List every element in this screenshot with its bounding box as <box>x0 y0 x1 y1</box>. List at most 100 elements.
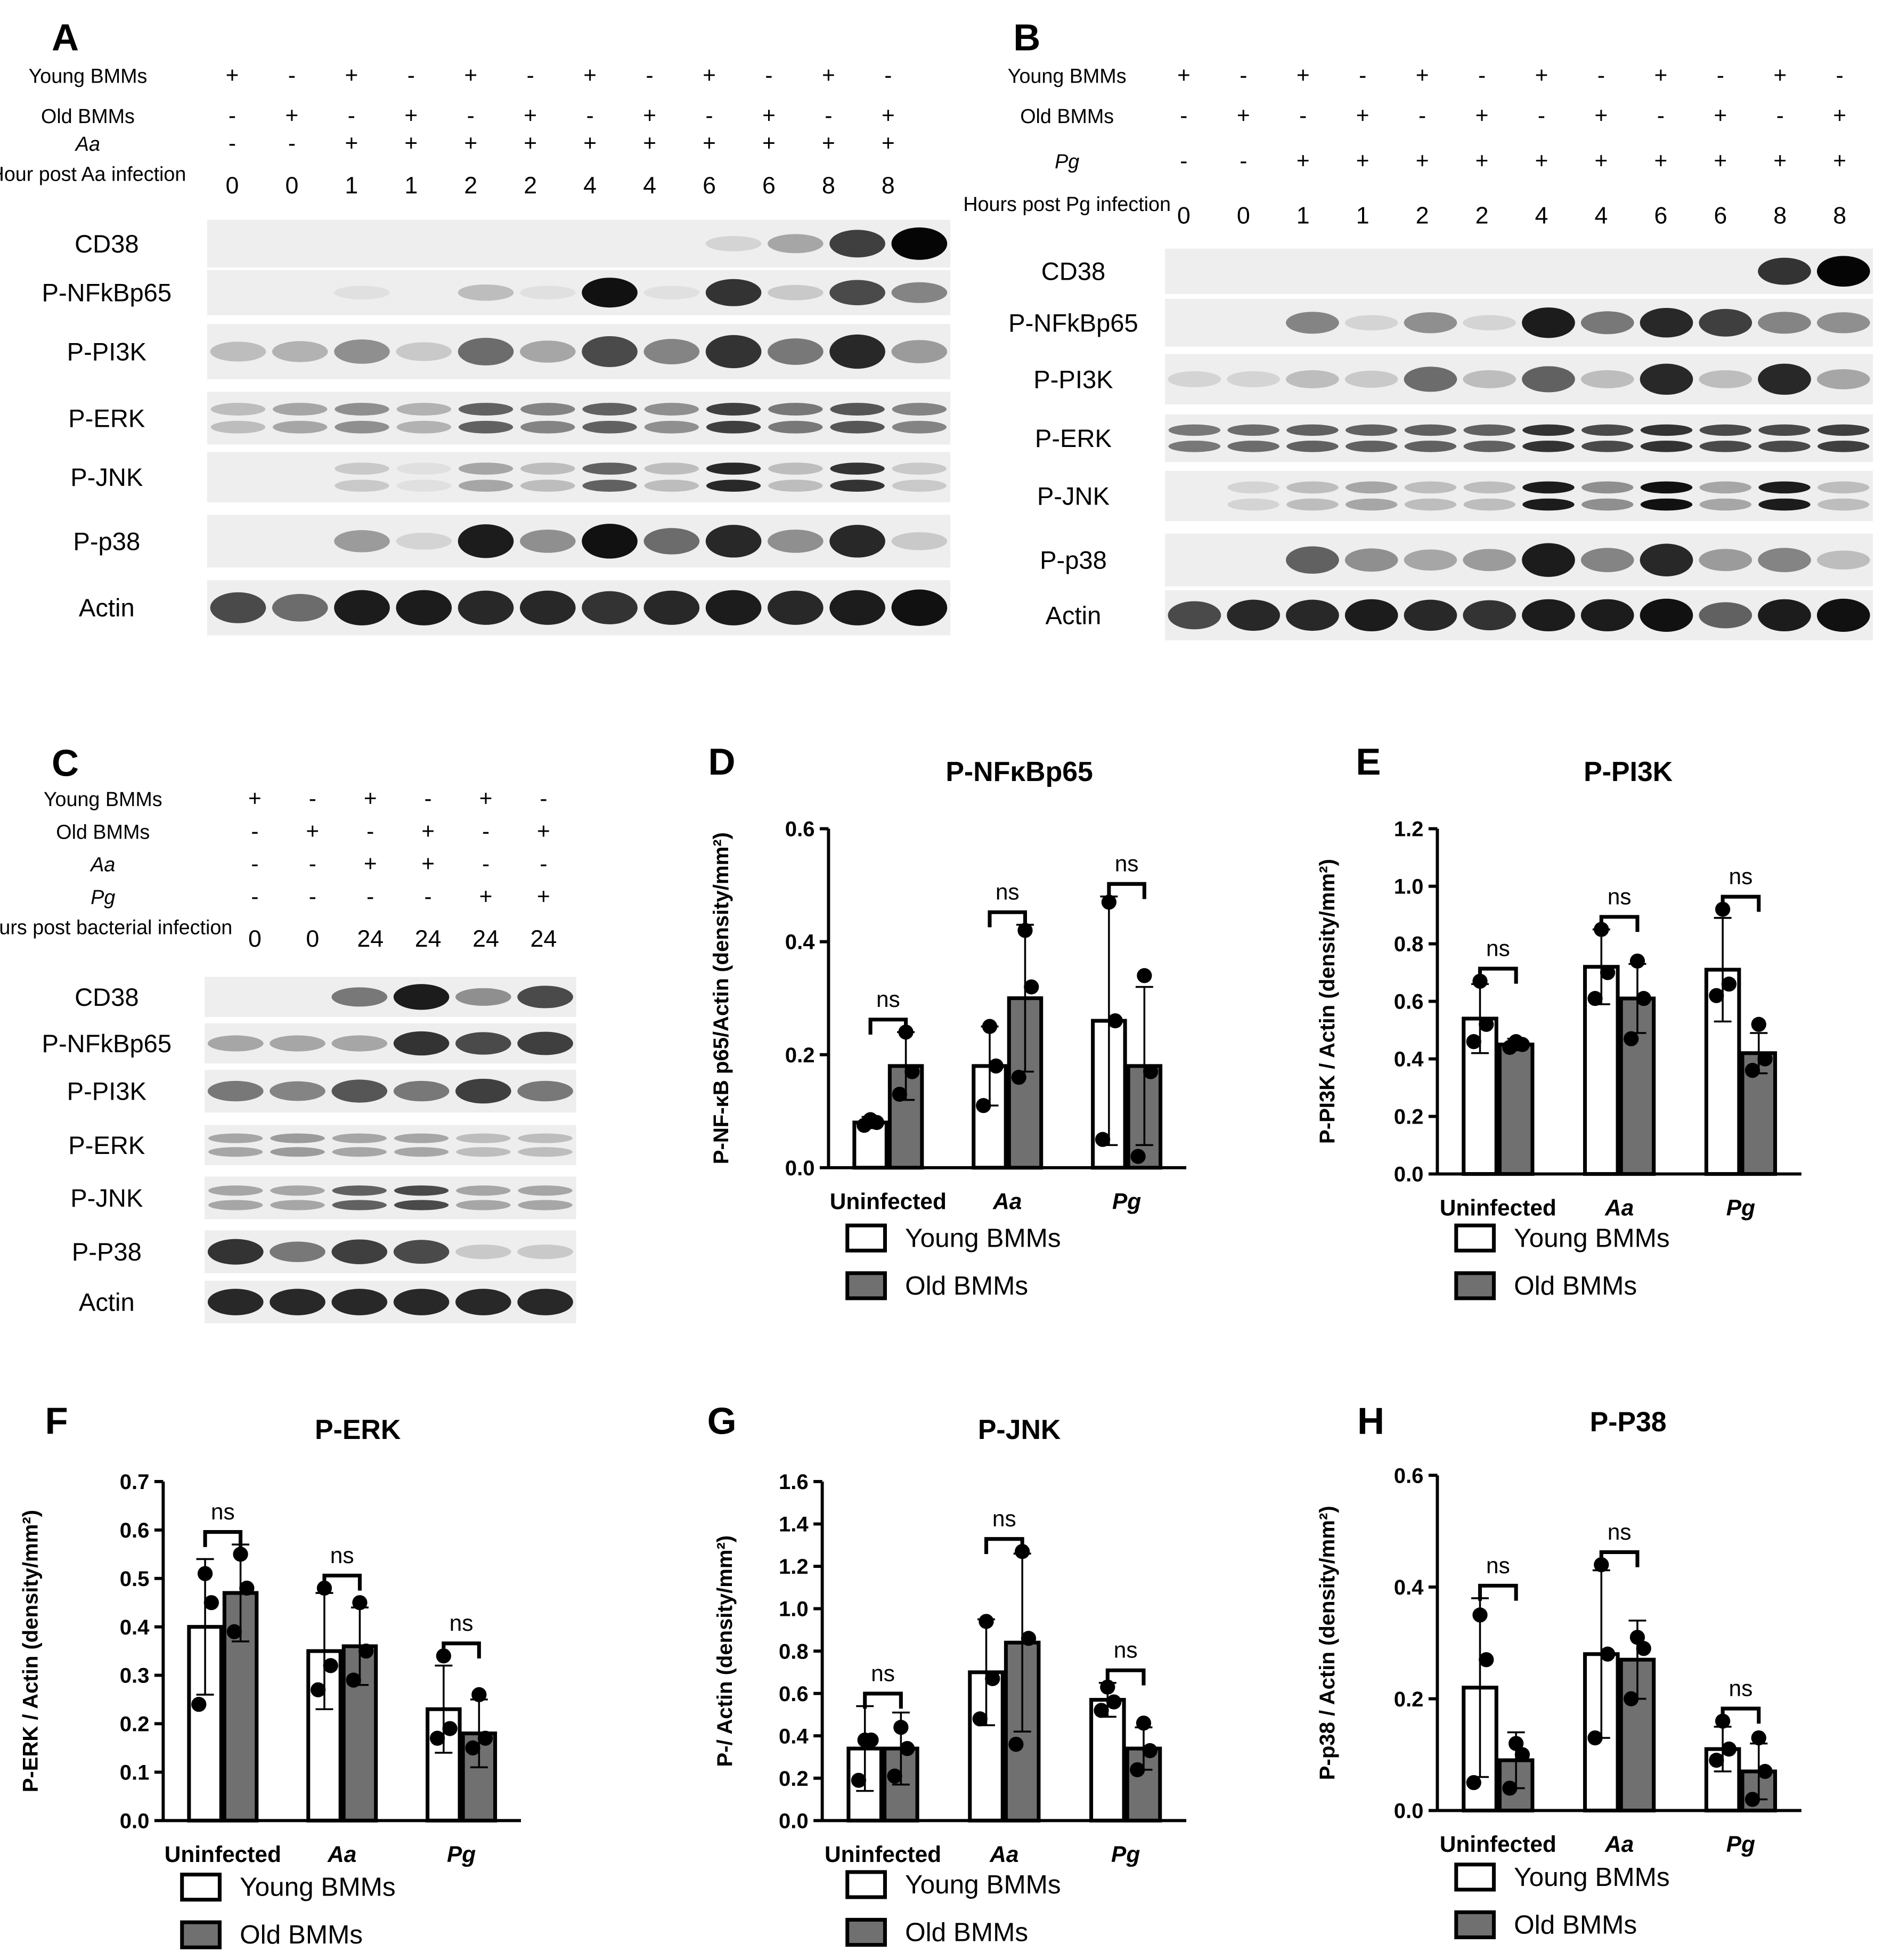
y-tick-label: 1.2 <box>779 1555 809 1579</box>
blot-band <box>1344 548 1398 572</box>
data-point <box>1095 1132 1111 1147</box>
y-tick-label: 0.1 <box>120 1761 150 1785</box>
y-tick-label: 1.0 <box>779 1598 809 1621</box>
condition-value: + <box>524 103 537 128</box>
blot-band <box>210 420 266 434</box>
blot-band <box>334 530 390 552</box>
data-point <box>988 1058 1004 1074</box>
blot-band <box>644 462 699 475</box>
data-point <box>899 1741 915 1756</box>
blot-strip-cd38 <box>207 219 950 268</box>
blot-band <box>1758 599 1811 632</box>
condition-value: - <box>1180 103 1187 128</box>
blot-strip-actin <box>1164 590 1873 641</box>
data-point <box>1472 1607 1488 1623</box>
x-category-label: Uninfected <box>830 1189 947 1214</box>
blot-strip-p-nfkbp65 <box>205 1023 576 1064</box>
legend-label: Old BMMs <box>1514 1910 1637 1939</box>
condition-value: - <box>1359 63 1366 88</box>
blot-strip-p-pi3k <box>205 1070 576 1113</box>
blot-band <box>396 533 452 550</box>
blot-band <box>394 1133 449 1143</box>
condition-value: + <box>1416 148 1429 173</box>
data-point <box>1466 1034 1481 1050</box>
condition-value: + <box>1476 148 1489 173</box>
blot-band <box>520 403 575 416</box>
condition-value: + <box>762 103 776 128</box>
condition-value: + <box>1595 103 1608 128</box>
blot-label-p-p38: P-p38 <box>73 527 140 555</box>
data-point <box>1100 1679 1115 1695</box>
chart-title: P-JNK <box>978 1414 1061 1445</box>
blot-band <box>1817 441 1870 452</box>
blot-band <box>1699 549 1752 571</box>
blot-label-p-jnk: P-JNK <box>70 463 143 491</box>
condition-value: 8 <box>882 172 895 199</box>
blot-label-cd38: CD38 <box>75 983 138 1011</box>
blot-strip-cd38 <box>205 977 576 1018</box>
data-point <box>887 1768 902 1784</box>
significance-label: ns <box>992 1506 1016 1531</box>
data-point <box>976 1098 991 1113</box>
blot-strip-p-jnk <box>1164 470 1873 522</box>
blot-band <box>1816 312 1870 334</box>
blot-band <box>210 592 266 623</box>
y-tick-label: 0.4 <box>779 1725 809 1748</box>
condition-value: + <box>882 131 895 156</box>
condition-value: + <box>464 131 477 156</box>
blot-band <box>1758 498 1811 511</box>
blot-label-actin: Actin <box>79 1288 135 1316</box>
blot-band <box>1758 257 1811 285</box>
blot-band <box>1640 424 1693 436</box>
blot-band <box>520 479 575 492</box>
blot-band <box>1522 599 1575 632</box>
condition-value: 0 <box>248 925 262 952</box>
blot-band <box>455 1289 511 1315</box>
data-point <box>1709 988 1724 1003</box>
blot-band <box>1580 548 1634 572</box>
condition-value: - <box>1240 63 1247 88</box>
y-tick-label: 1.6 <box>779 1470 809 1494</box>
condition-value: + <box>421 818 435 843</box>
legend-label: Old BMMs <box>905 1271 1028 1300</box>
condition-value: - <box>309 851 316 876</box>
blot-band <box>643 528 700 555</box>
y-tick-label: 0.4 <box>120 1616 150 1639</box>
condition-value: + <box>882 103 895 128</box>
blot-band <box>582 336 638 368</box>
blot-band <box>1463 481 1515 494</box>
data-point <box>979 1614 994 1629</box>
blot-band <box>1580 311 1634 335</box>
data-point <box>1094 1703 1109 1718</box>
y-tick-label: 0.0 <box>779 1809 809 1833</box>
condition-value: + <box>1714 103 1727 128</box>
data-point <box>857 1733 873 1748</box>
blot-band <box>891 589 948 626</box>
blot-band <box>1463 424 1515 436</box>
blot-band <box>458 524 514 558</box>
condition-value: + <box>248 786 262 811</box>
legend-swatch-young <box>180 1873 222 1902</box>
blot-band <box>1227 481 1279 494</box>
blot-band <box>1286 441 1339 452</box>
y-tick-label: 1.4 <box>779 1513 809 1536</box>
data-point <box>1502 1780 1518 1796</box>
condition-value: + <box>1654 63 1667 88</box>
significance-label: ns <box>1729 1676 1753 1701</box>
significance-label: ns <box>871 1661 895 1686</box>
x-category-label: Uninfected <box>825 1842 941 1867</box>
blot-band <box>1816 256 1870 287</box>
blot-band <box>207 1289 264 1315</box>
significance-label: ns <box>330 1543 354 1568</box>
condition-label-aa: Aa <box>75 133 100 155</box>
condition-value: + <box>364 851 377 876</box>
blot-band <box>458 284 514 301</box>
x-category-label: Pg <box>1112 1189 1141 1214</box>
condition-value: 24 <box>357 925 384 952</box>
condition-value: - <box>288 131 296 156</box>
blot-band <box>394 1200 449 1210</box>
blot-band <box>829 334 885 369</box>
condition-value: + <box>537 818 550 843</box>
blot-band <box>643 339 700 364</box>
y-tick-label: 0.5 <box>120 1567 150 1591</box>
